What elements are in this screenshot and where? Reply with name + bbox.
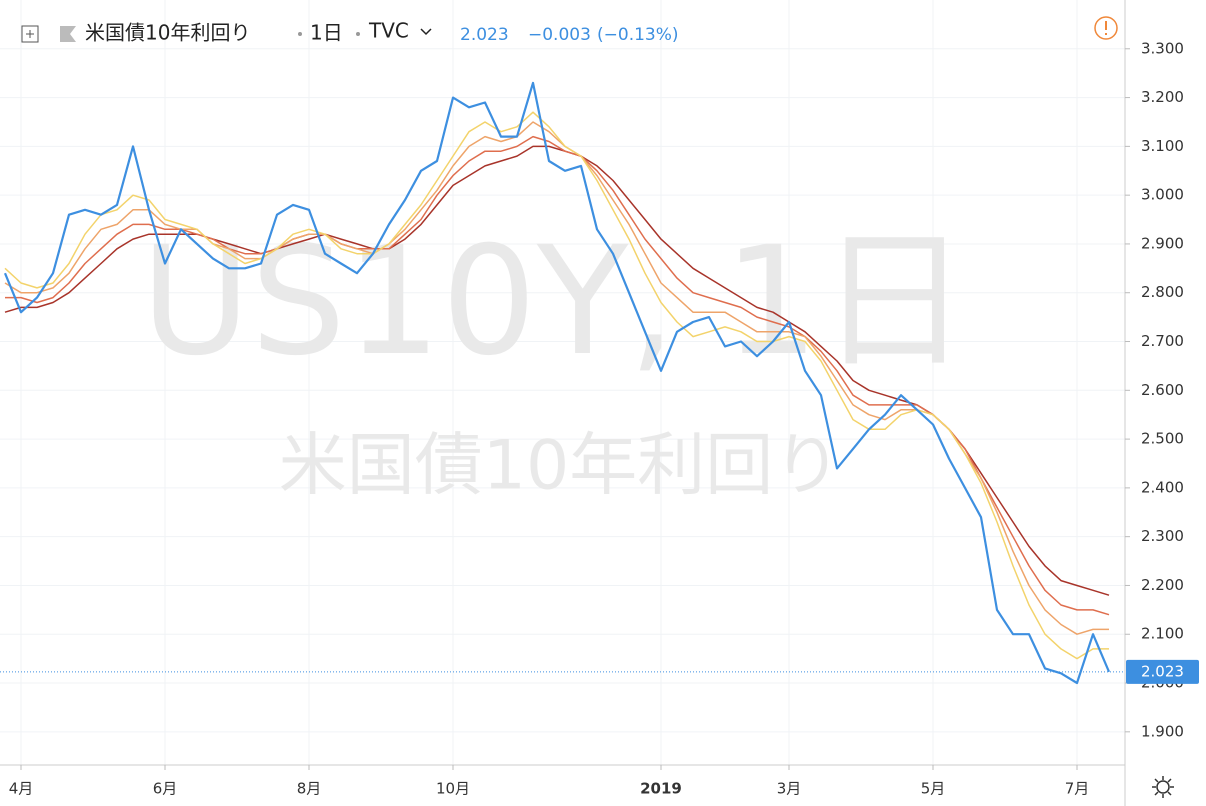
y-tick-label: 2.500 [1141,430,1184,448]
separator [356,32,360,36]
plot [0,81,1125,685]
y-tick-label: 3.200 [1141,88,1184,106]
settings-ring [1156,780,1170,794]
ribbon-line [5,135,1110,616]
y-tick-label: 2.200 [1141,576,1184,594]
watermark-title: 米国債10年利回り [279,427,842,506]
change: −0.003 [528,25,591,45]
x-tick-label: 2019 [640,780,682,798]
y-tick-label: 3.300 [1141,39,1184,57]
interval[interactable]: 1日 [310,21,343,45]
y-tick-label: 2.300 [1141,527,1184,545]
y-tick-label: 2.800 [1141,283,1184,301]
alert-icon[interactable] [1094,16,1118,40]
price-line [3,81,1111,685]
add-icon-plus [26,30,34,38]
x-tick-label: 3月 [777,780,802,798]
change-pct: (−0.13%) [597,25,679,45]
add-icon[interactable] [21,25,39,43]
separator [298,32,302,36]
y-tick-label: 2.700 [1141,332,1184,350]
grid [0,0,1125,765]
y-tick-label: 2.900 [1141,234,1184,252]
source[interactable]: TVC [368,19,409,43]
last-price-badge [1126,659,1199,684]
last-price-label: 2.023 [1141,662,1184,680]
x-tick-label: 6月 [153,780,178,798]
last-value: 2.023 [460,25,509,45]
y-tick-label: 2.400 [1141,478,1184,496]
header: 米国債10年利回り 1日 TVC 2.023 −0.003 (−0.13%) [21,16,1118,45]
y-tick-label: 3.000 [1141,186,1184,204]
x-tick-label: 8月 [297,780,322,798]
settings-icon[interactable] [1152,776,1174,798]
symbol-title[interactable]: 米国債10年利回り [85,21,250,45]
x-tick-label: 7月 [1065,780,1090,798]
chevron[interactable] [420,28,432,36]
ribbon-line [4,111,1109,660]
settings-rays [1152,776,1174,798]
flag-icon[interactable] [60,26,76,42]
x-tick-label: 4月 [9,780,34,798]
y-tick-label: 3.100 [1141,137,1184,155]
y-tick-label: 2.600 [1141,381,1184,399]
y-tick-label: 1.900 [1141,722,1184,740]
watermark-symbol: US10Y, 1日 [141,215,969,389]
y-tick-label: 2.100 [1141,625,1184,643]
axes: 1.9002.0002.1002.2002.3002.4002.5002.600… [9,39,1199,798]
x-tick-label: 10月 [436,780,470,798]
x-tick-label: 5月 [921,780,946,798]
